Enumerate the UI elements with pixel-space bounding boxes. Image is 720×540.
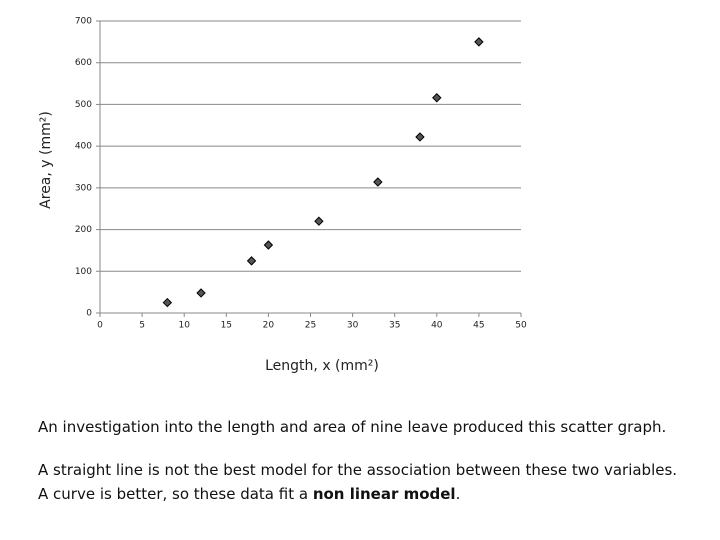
point — [432, 93, 442, 103]
x-tick-label: 10 — [178, 321, 190, 331]
chart: Length, x (mm²) Area, y (mm²) 0100200300… — [38, 17, 527, 375]
point — [263, 240, 274, 250]
paragraph: A straight line is not the best model fo… — [38, 458, 688, 506]
y-tick-label: 100 — [75, 267, 92, 277]
x-tick-label: 20 — [263, 321, 275, 331]
text: . — [455, 485, 461, 503]
y-tick-label: 600 — [75, 58, 92, 68]
y-tick-label: 200 — [75, 225, 92, 235]
x-tick-label: 45 — [473, 321, 484, 331]
x-tick-label: 40 — [431, 321, 443, 331]
y-tick-label: 300 — [75, 183, 92, 193]
x-tick-label: 15 — [221, 321, 232, 331]
x-tick-label: 35 — [389, 321, 400, 331]
point — [162, 297, 173, 308]
point — [474, 37, 484, 47]
point — [373, 177, 383, 187]
point — [246, 256, 257, 266]
point — [415, 132, 425, 142]
point — [314, 216, 324, 226]
paragraph: An investigation into the length and are… — [38, 418, 667, 436]
bold-text: non linear model — [312, 485, 456, 503]
point — [196, 288, 206, 298]
y-tick-label: 400 — [75, 142, 92, 152]
x-axis-title: Length, x (mm²) — [265, 358, 379, 374]
x-tick-label: 5 — [139, 321, 145, 331]
x-tick-label: 50 — [515, 321, 527, 331]
y-tick-label: 0 — [86, 309, 92, 319]
y-axis-title: Area, y (mm²) — [38, 111, 54, 209]
y-tick-label: 700 — [75, 17, 92, 27]
text: A straight line is not the best model fo… — [38, 461, 678, 503]
x-tick-label: 25 — [305, 321, 316, 331]
x-tick-label: 0 — [97, 321, 103, 331]
y-tick-label: 500 — [75, 100, 92, 110]
x-tick-label: 30 — [347, 321, 359, 331]
